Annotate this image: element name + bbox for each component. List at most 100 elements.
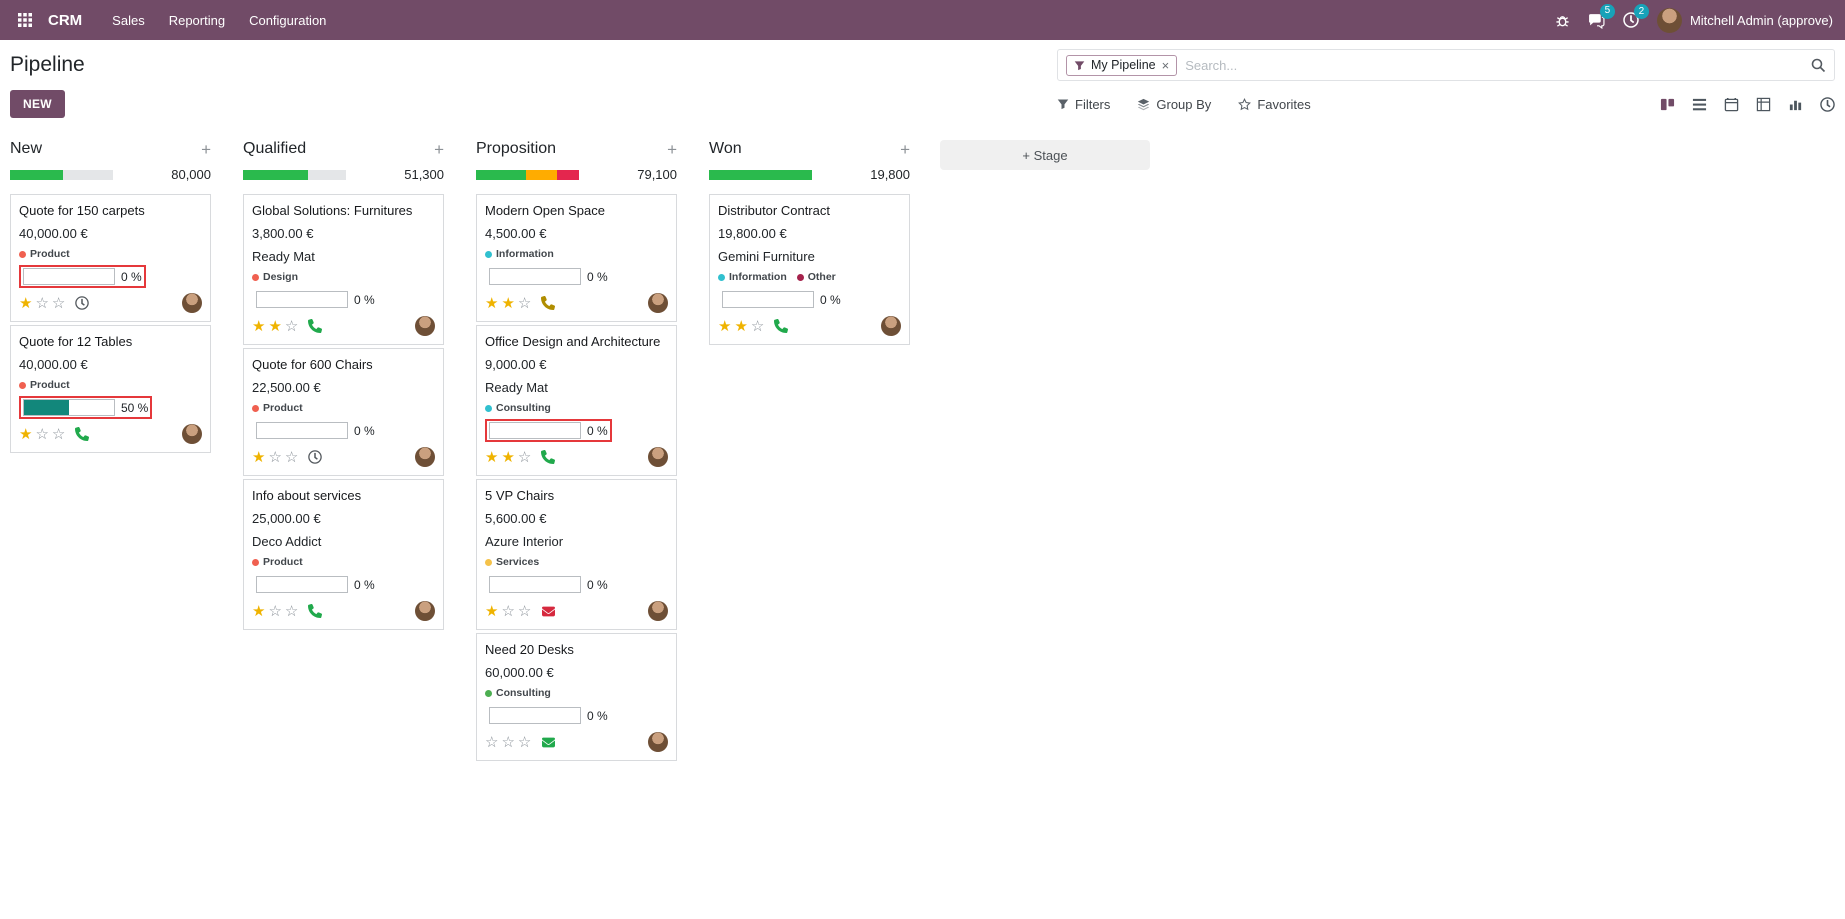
probability-widget[interactable]: 0 % [485, 704, 612, 727]
stage-progressbar[interactable] [10, 169, 113, 180]
favorites-button[interactable]: Favorites [1238, 97, 1311, 112]
priority-stars[interactable]: ★ ★ ☆ [485, 448, 532, 466]
facet-remove-icon[interactable]: × [1161, 57, 1170, 73]
group-by-button[interactable]: Group By [1137, 97, 1211, 112]
probability-bar[interactable] [23, 268, 115, 285]
probability-widget[interactable]: 50 % [19, 396, 153, 419]
activity-icon[interactable] [308, 319, 323, 333]
activity-icon[interactable] [541, 736, 556, 749]
activity-icon[interactable] [308, 604, 323, 618]
stage-progressbar[interactable] [709, 169, 812, 180]
priority-stars[interactable]: ☆ ☆ ☆ [485, 733, 532, 751]
priority-stars[interactable]: ★ ★ ☆ [485, 294, 532, 312]
probability-bar[interactable] [23, 399, 115, 416]
graph-view-icon[interactable] [1788, 97, 1803, 112]
kanban-card[interactable]: Need 20 Desks 60,000.00 € Consulting 0 %… [476, 633, 677, 761]
user-menu[interactable]: Mitchell Admin (approve) [1656, 7, 1833, 33]
kanban-card[interactable]: Modern Open Space 4,500.00 € Information… [476, 194, 677, 322]
messages-icon[interactable]: 5 [1588, 3, 1615, 29]
search-icon[interactable] [1810, 57, 1826, 73]
priority-stars[interactable]: ★ ★ ☆ [252, 317, 299, 335]
probability-widget[interactable]: 0 % [19, 265, 146, 288]
kanban-card[interactable]: Quote for 12 Tables 40,000.00 € Product … [10, 325, 211, 453]
new-button[interactable]: NEW [10, 90, 65, 118]
stage-name[interactable]: Qualified [243, 140, 307, 157]
kanban-card[interactable]: Office Design and Architecture 9,000.00 … [476, 325, 677, 476]
calendar-view-icon[interactable] [1724, 97, 1739, 112]
probability-widget[interactable]: 0 % [485, 419, 612, 442]
stage-total: 19,800 [870, 167, 910, 182]
search-bar[interactable]: My Pipeline × [1057, 49, 1835, 81]
add-record-icon[interactable]: + [434, 139, 444, 159]
menu-reporting[interactable]: Reporting [168, 12, 226, 28]
activity-icon[interactable] [774, 319, 789, 333]
card-title[interactable]: Modern Open Space [485, 203, 605, 218]
probability-bar[interactable] [256, 576, 348, 593]
page-title: Pipeline [10, 53, 85, 76]
probability-bar[interactable] [489, 707, 581, 724]
card-title[interactable]: Need 20 Desks [485, 642, 574, 657]
kanban-card[interactable]: Distributor Contract 19,800.00 € Gemini … [709, 194, 910, 345]
add-stage-button[interactable]: + Stage [940, 140, 1150, 170]
menu-sales[interactable]: Sales [112, 12, 145, 28]
card-title[interactable]: Office Design and Architecture [485, 334, 661, 349]
activity-icon[interactable] [541, 296, 556, 310]
probability-bar[interactable] [256, 422, 348, 439]
priority-stars[interactable]: ★ ★ ☆ [718, 317, 765, 335]
kanban-card[interactable]: Global Solutions: Furnitures 3,800.00 € … [243, 194, 444, 345]
pivot-view-icon[interactable] [1756, 97, 1771, 112]
add-record-icon[interactable]: + [900, 139, 910, 159]
probability-widget[interactable]: 0 % [718, 288, 845, 311]
stage-progressbar[interactable] [243, 169, 346, 180]
bug-icon[interactable] [1555, 13, 1570, 28]
kanban-card[interactable]: Quote for 600 Chairs 22,500.00 € Product… [243, 348, 444, 476]
probability-bar[interactable] [489, 268, 581, 285]
stage-name[interactable]: Proposition [476, 140, 557, 157]
priority-stars[interactable]: ★ ☆ ☆ [252, 602, 299, 620]
card-title[interactable]: Quote for 600 Chairs [252, 357, 373, 372]
priority-stars[interactable]: ★ ☆ ☆ [252, 448, 299, 466]
kanban-view-icon[interactable] [1660, 97, 1675, 112]
priority-stars[interactable]: ★ ☆ ☆ [19, 425, 66, 443]
app-name[interactable]: CRM [48, 11, 83, 29]
list-view-icon[interactable] [1692, 97, 1707, 112]
card-title[interactable]: Quote for 12 Tables [19, 334, 133, 349]
kanban-card[interactable]: 5 VP Chairs 5,600.00 € Azure Interior Se… [476, 479, 677, 630]
activity-icon[interactable] [75, 427, 90, 441]
probability-widget[interactable]: 0 % [485, 265, 612, 288]
kanban-card[interactable]: Info about services 25,000.00 € Deco Add… [243, 479, 444, 630]
menu-configuration[interactable]: Configuration [249, 12, 327, 28]
activities-clock-icon[interactable]: 2 [1623, 4, 1649, 28]
search-facet[interactable]: My Pipeline × [1066, 54, 1178, 76]
activity-icon[interactable] [541, 450, 556, 464]
priority-stars[interactable]: ★ ☆ ☆ [19, 294, 66, 312]
activity-icon[interactable] [308, 450, 323, 464]
card-title[interactable]: Global Solutions: Furnitures [252, 203, 413, 218]
probability-widget[interactable]: 0 % [252, 419, 379, 442]
kanban-card[interactable]: Quote for 150 carpets 40,000.00 € Produc… [10, 194, 211, 322]
probability-bar[interactable] [489, 422, 581, 439]
probability-widget[interactable]: 0 % [485, 573, 612, 596]
search-input[interactable] [1185, 57, 1802, 73]
probability-widget[interactable]: 0 % [252, 288, 379, 311]
filters-button[interactable]: Filters [1057, 97, 1110, 112]
card-title[interactable]: Distributor Contract [718, 203, 830, 218]
card-title[interactable]: 5 VP Chairs [485, 488, 555, 503]
probability-bar[interactable] [489, 576, 581, 593]
apps-grid-icon[interactable] [12, 13, 38, 27]
priority-stars[interactable]: ★ ☆ ☆ [485, 602, 532, 620]
probability-bar[interactable] [722, 291, 814, 308]
card-title[interactable]: Quote for 150 carpets [19, 203, 145, 218]
activity-view-icon[interactable] [1820, 96, 1835, 112]
activity-icon[interactable] [541, 605, 556, 618]
add-record-icon[interactable]: + [667, 139, 677, 159]
probability-bar[interactable] [256, 291, 348, 308]
card-title[interactable]: Info about services [252, 488, 362, 503]
stage-name[interactable]: New [10, 140, 43, 157]
stage-name[interactable]: Won [709, 140, 742, 157]
stage-progressbar[interactable] [476, 169, 579, 180]
add-record-icon[interactable]: + [201, 139, 211, 159]
activity-icon[interactable] [75, 296, 90, 310]
probability-value: 50 % [121, 400, 149, 415]
probability-widget[interactable]: 0 % [252, 573, 379, 596]
